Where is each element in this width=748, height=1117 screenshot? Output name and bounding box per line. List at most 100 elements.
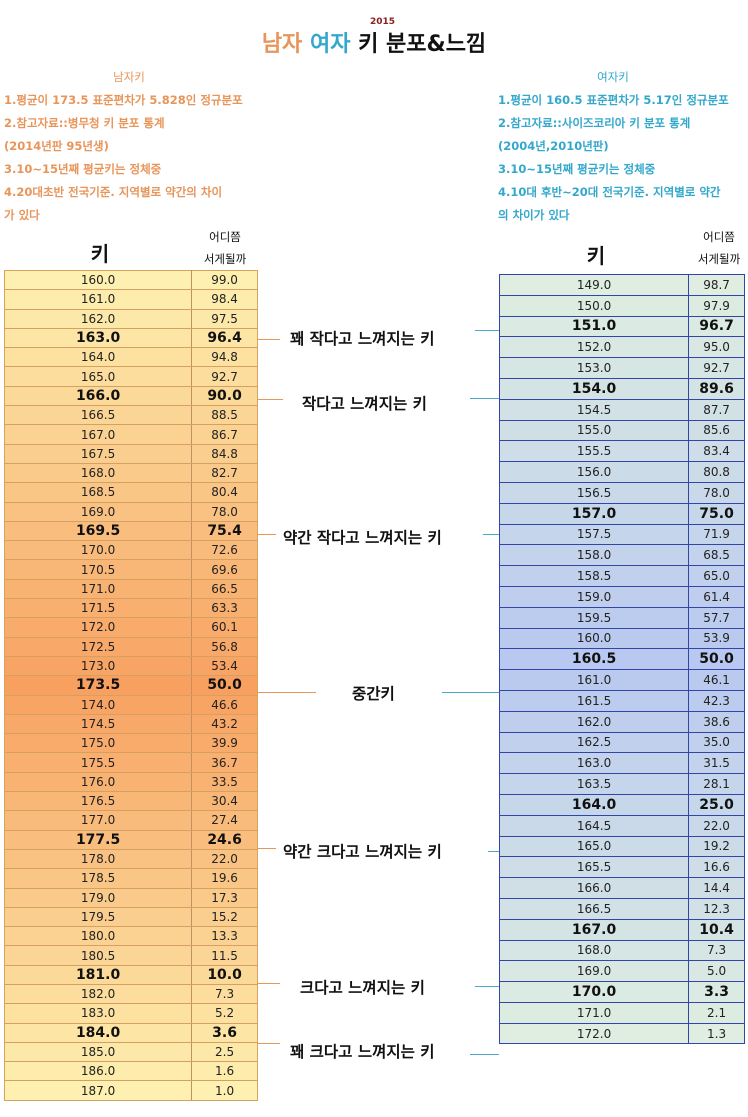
male-note-line: 1.평균이 173.5 표준편차가 5.828인 정규분포 bbox=[4, 93, 243, 107]
title-rest: 키 분포&느낌 bbox=[358, 32, 487, 57]
percentile-cell: 90.0 bbox=[191, 386, 258, 407]
label-short: 작다고 느껴지는 키 bbox=[302, 395, 427, 413]
table-row: 164.0 94.8 bbox=[4, 347, 258, 368]
table-row: 172.5 56.8 bbox=[4, 637, 258, 657]
percentile-cell: 98.4 bbox=[191, 289, 258, 310]
table-row: 170.0 3.3 bbox=[499, 981, 745, 1003]
percentile-cell: 53.4 bbox=[191, 656, 258, 677]
percentile-cell: 42.3 bbox=[688, 690, 745, 712]
female-rank-header: 어디쯤 서게될까 bbox=[690, 226, 748, 270]
female-notes: 여자키 1.평균이 160.5 표준편차가 5.17인 정규분포 2.참고자료:… bbox=[498, 66, 748, 227]
percentile-cell: 65.0 bbox=[688, 565, 745, 587]
height-cell: 184.0 bbox=[4, 1023, 193, 1043]
height-cell: 163.0 bbox=[4, 328, 193, 349]
height-cell: 172.0 bbox=[499, 1023, 690, 1045]
height-cell: 174.5 bbox=[4, 714, 193, 735]
height-cell: 158.5 bbox=[499, 565, 690, 587]
percentile-cell: 88.5 bbox=[191, 405, 258, 426]
page-title: 남자 여자 키 분포&느낌 bbox=[0, 26, 748, 58]
connector-line bbox=[475, 330, 499, 331]
height-cell: 172.0 bbox=[4, 617, 193, 638]
percentile-cell: 75.4 bbox=[191, 521, 258, 542]
percentile-cell: 63.3 bbox=[191, 598, 258, 619]
percentile-cell: 19.6 bbox=[191, 868, 258, 889]
height-cell: 163.0 bbox=[499, 752, 690, 775]
table-row: 171.0 66.5 bbox=[4, 579, 258, 600]
height-cell: 178.0 bbox=[4, 849, 193, 870]
height-cell: 155.0 bbox=[499, 420, 690, 442]
rank-header-line1: 어디쯤 bbox=[209, 230, 241, 244]
height-cell: 178.5 bbox=[4, 868, 193, 889]
title-year: 2015 bbox=[370, 17, 396, 27]
percentile-cell: 3.6 bbox=[191, 1023, 258, 1043]
percentile-cell: 97.9 bbox=[688, 295, 745, 317]
table-row: 156.0 80.8 bbox=[499, 461, 745, 483]
male-notes: 남자키 1.평균이 173.5 표준편차가 5.828인 정규분포 2.참고자료… bbox=[4, 66, 274, 227]
height-cell: 155.5 bbox=[499, 440, 690, 463]
percentile-cell: 16.6 bbox=[688, 856, 745, 879]
percentile-cell: 86.7 bbox=[191, 424, 258, 445]
percentile-cell: 89.6 bbox=[688, 378, 745, 400]
table-row: 155.5 83.4 bbox=[499, 440, 745, 463]
table-row: 180.0 13.3 bbox=[4, 926, 258, 947]
table-row: 186.0 1.6 bbox=[4, 1061, 258, 1082]
table-row: 163.5 28.1 bbox=[499, 773, 745, 795]
table-row: 161.5 42.3 bbox=[499, 690, 745, 712]
percentile-cell: 78.0 bbox=[688, 482, 745, 504]
percentile-cell: 71.9 bbox=[688, 524, 745, 546]
height-cell: 161.0 bbox=[499, 669, 690, 691]
table-row: 174.5 43.2 bbox=[4, 714, 258, 735]
table-row: 166.0 14.4 bbox=[499, 877, 745, 899]
height-cell: 167.5 bbox=[4, 444, 193, 464]
height-cell: 173.0 bbox=[4, 656, 193, 677]
table-row: 185.0 2.5 bbox=[4, 1042, 258, 1063]
table-row: 178.5 19.6 bbox=[4, 868, 258, 889]
percentile-cell: 19.2 bbox=[688, 836, 745, 858]
table-row: 166.0 90.0 bbox=[4, 386, 258, 407]
table-row: 184.0 3.6 bbox=[4, 1023, 258, 1043]
table-row: 167.5 84.8 bbox=[4, 444, 258, 464]
table-row: 169.0 5.0 bbox=[499, 960, 745, 983]
rank-header-line2: 서게될까 bbox=[697, 252, 741, 266]
table-row: 159.0 61.4 bbox=[499, 586, 745, 608]
height-cell: 166.5 bbox=[4, 405, 193, 426]
height-cell: 149.0 bbox=[499, 274, 690, 296]
percentile-cell: 80.8 bbox=[688, 461, 745, 483]
female-height-header: 키 bbox=[586, 244, 606, 268]
height-cell: 176.0 bbox=[4, 772, 193, 793]
table-row: 154.5 87.7 bbox=[499, 399, 745, 421]
percentile-cell: 2.5 bbox=[191, 1042, 258, 1063]
height-cell: 157.5 bbox=[499, 524, 690, 546]
table-row: 156.5 78.0 bbox=[499, 482, 745, 504]
height-cell: 166.5 bbox=[499, 898, 690, 920]
height-cell: 170.0 bbox=[4, 540, 193, 561]
percentile-cell: 75.0 bbox=[688, 503, 745, 525]
height-cell: 180.5 bbox=[4, 945, 193, 966]
table-row: 174.0 46.6 bbox=[4, 695, 258, 715]
table-row: 154.0 89.6 bbox=[499, 378, 745, 400]
table-row: 177.0 27.4 bbox=[4, 810, 258, 831]
male-height-table: 160.0 99.0 161.0 98.4 162.0 97.5 163.0 96.4 164.… bbox=[4, 270, 258, 1101]
percentile-cell: 12.3 bbox=[688, 898, 745, 920]
height-cell: 164.5 bbox=[499, 815, 690, 837]
height-cell: 156.5 bbox=[499, 482, 690, 504]
height-cell: 166.0 bbox=[499, 877, 690, 899]
height-cell: 160.0 bbox=[499, 628, 690, 650]
title-female: 여자 bbox=[309, 32, 351, 57]
height-cell: 169.5 bbox=[4, 521, 193, 542]
percentile-cell: 1.6 bbox=[191, 1061, 258, 1082]
connector-line bbox=[258, 339, 280, 340]
table-row: 152.0 95.0 bbox=[499, 336, 745, 359]
percentile-cell: 53.9 bbox=[688, 628, 745, 650]
connector-line bbox=[258, 692, 316, 693]
table-row: 179.0 17.3 bbox=[4, 888, 258, 908]
percentile-cell: 22.0 bbox=[191, 849, 258, 870]
connector-line bbox=[258, 534, 276, 535]
percentile-cell: 28.1 bbox=[688, 773, 745, 795]
table-row: 165.0 92.7 bbox=[4, 366, 258, 387]
table-row: 183.0 5.2 bbox=[4, 1003, 258, 1024]
percentile-cell: 50.0 bbox=[688, 648, 745, 671]
connector-line bbox=[258, 983, 280, 984]
label-quite-tall: 꽤 크다고 느껴지는 키 bbox=[290, 1043, 435, 1061]
height-cell: 167.0 bbox=[4, 424, 193, 445]
